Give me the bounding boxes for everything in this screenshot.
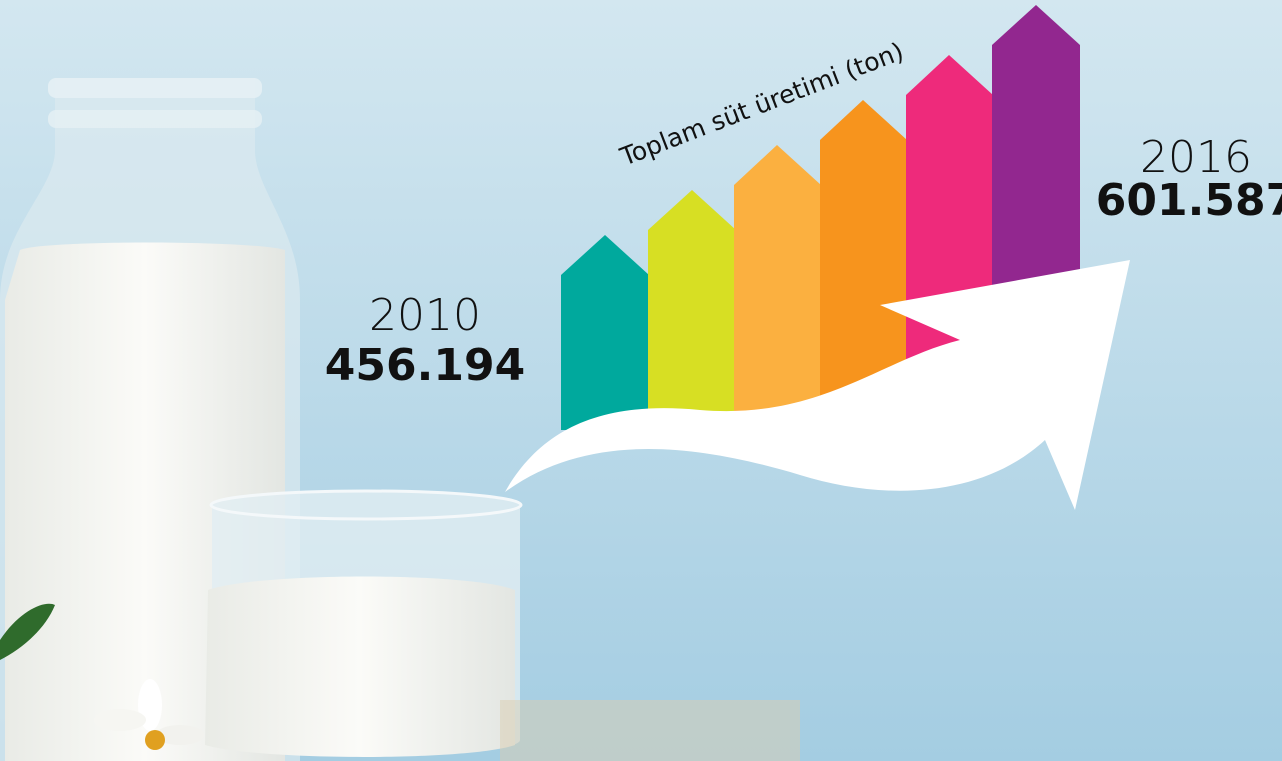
milk-glass — [205, 490, 521, 757]
start-year: 2010 — [369, 290, 481, 341]
end-value: 601.587 — [1096, 175, 1282, 226]
start-value: 456.194 — [325, 340, 525, 391]
infographic: Toplam süt üretimi (ton) 2010 456.194 20… — [0, 0, 1282, 761]
cloth — [500, 700, 800, 761]
page: Toplam süt üretimi (ton) 2010 456.194 20… — [0, 0, 1282, 761]
